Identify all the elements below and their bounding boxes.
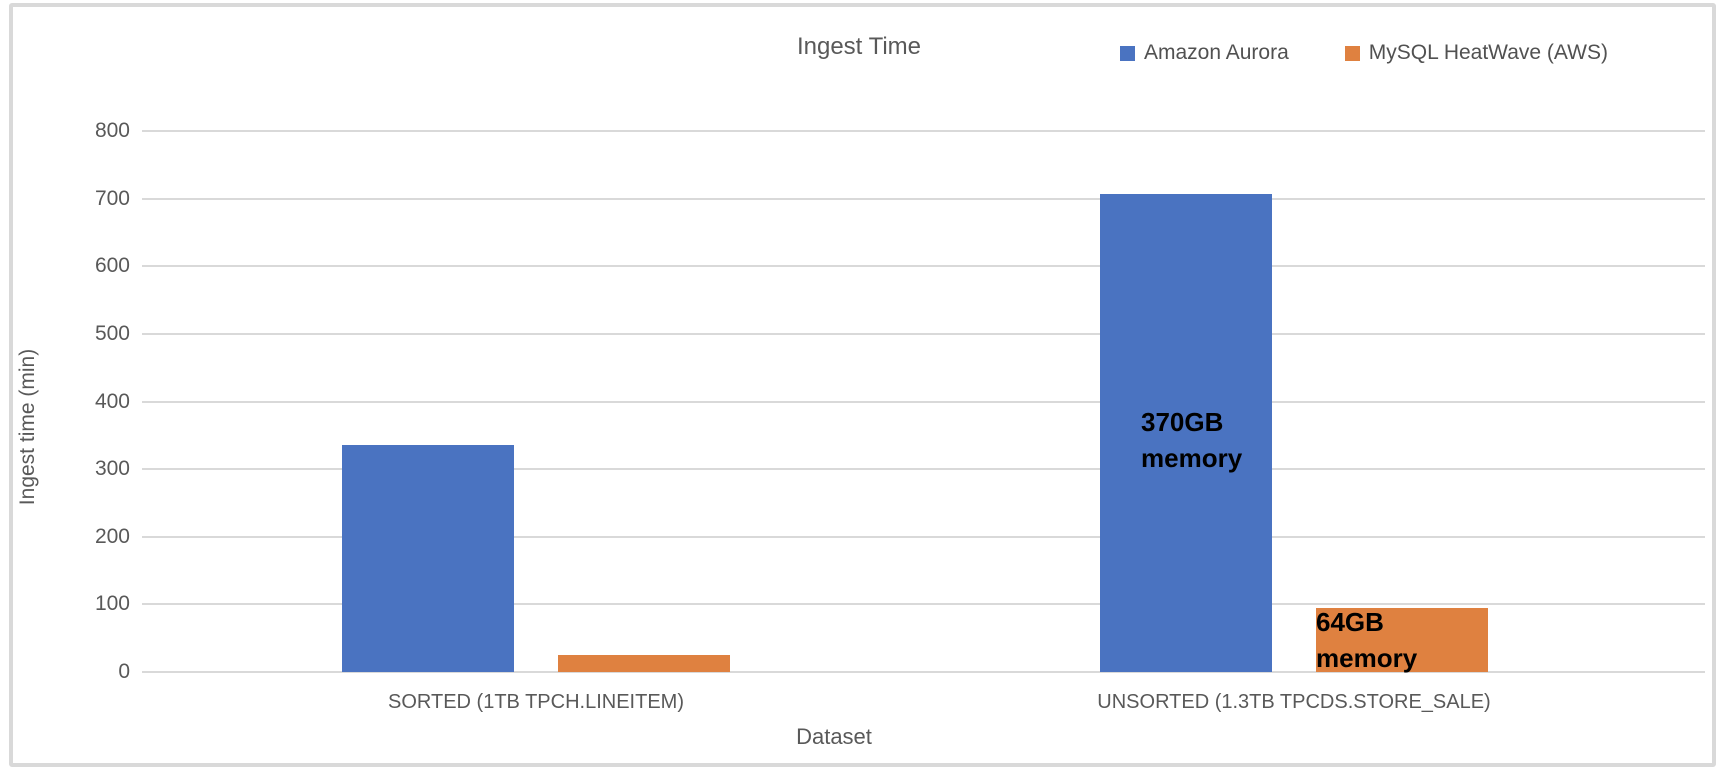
gridline [142, 332, 1705, 335]
legend-label: Amazon Aurora [1144, 41, 1289, 64]
category-label: UNSORTED (1.3TB TPCDS.STORE_SALE) [1097, 691, 1491, 713]
gridline [142, 603, 1705, 606]
legend-swatch-icon [1120, 45, 1135, 61]
y-axis-tick-labels: 0 100 200 300 400 500 600 700 800 [40, 119, 130, 683]
plot-area: SORTED (1TB TPCH.LINEITEM) 370GB memory 64G… [142, 130, 1705, 713]
bar-annotation-line: 370GB [1141, 406, 1224, 437]
category-label: SORTED (1TB TPCH.LINEITEM) [388, 691, 684, 713]
bar-group: 370GB memory 64GB memory UNSORTED (1.3TB TP… [1097, 131, 1491, 713]
y-axis-title: Ingest time (min) [16, 348, 39, 506]
y-axis-tick-label: 300 [94, 457, 130, 481]
y-axis-tick-label: 700 [94, 186, 130, 210]
legend-label: MySQL HeatWave (AWS) [1368, 41, 1608, 64]
y-axis-tick-label: 400 [94, 389, 130, 413]
x-axis-title: Dataset [796, 724, 872, 749]
bar-annotation-line: 64GB memory [1316, 607, 1418, 674]
gridline [142, 468, 1705, 471]
bar-annotation: 370GB memory [1141, 404, 1242, 476]
y-axis-tick-label: 800 [94, 119, 130, 142]
y-axis-tick-label: 100 [94, 592, 130, 616]
y-axis-tick-label: 600 [94, 254, 130, 278]
gridline [142, 197, 1705, 200]
y-axis-tick-label: 0 [118, 660, 130, 683]
bar-annotation-text: 370GB memory [1141, 404, 1242, 476]
bar-annotation-line: memory [1141, 442, 1243, 473]
bar: 64GB memory [1316, 607, 1488, 673]
gridline [142, 265, 1705, 268]
legend: Amazon Aurora MySQL HeatWave (AWS) [1120, 41, 1608, 65]
bar-group: SORTED (1TB TPCH.LINEITEM) [342, 131, 730, 713]
gridline [142, 130, 1705, 132]
y-axis-tick-label: 500 [94, 321, 130, 345]
legend-item-heatwave: MySQL HeatWave (AWS) [1344, 41, 1608, 65]
gridline [142, 535, 1705, 538]
legend-item-aurora: Amazon Aurora [1120, 41, 1289, 65]
gridline [142, 400, 1705, 403]
bar [342, 445, 514, 672]
bar-annotation-text: 64GB memory [1316, 604, 1488, 676]
y-axis-tick-label: 200 [94, 524, 130, 548]
bar: 370GB memory [1100, 193, 1272, 672]
legend-swatch-icon [1344, 45, 1360, 61]
bar [558, 655, 730, 672]
bar-annotation: 64GB memory [1316, 607, 1488, 673]
gridline [142, 671, 1705, 673]
chart-title: Ingest Time [796, 33, 922, 60]
